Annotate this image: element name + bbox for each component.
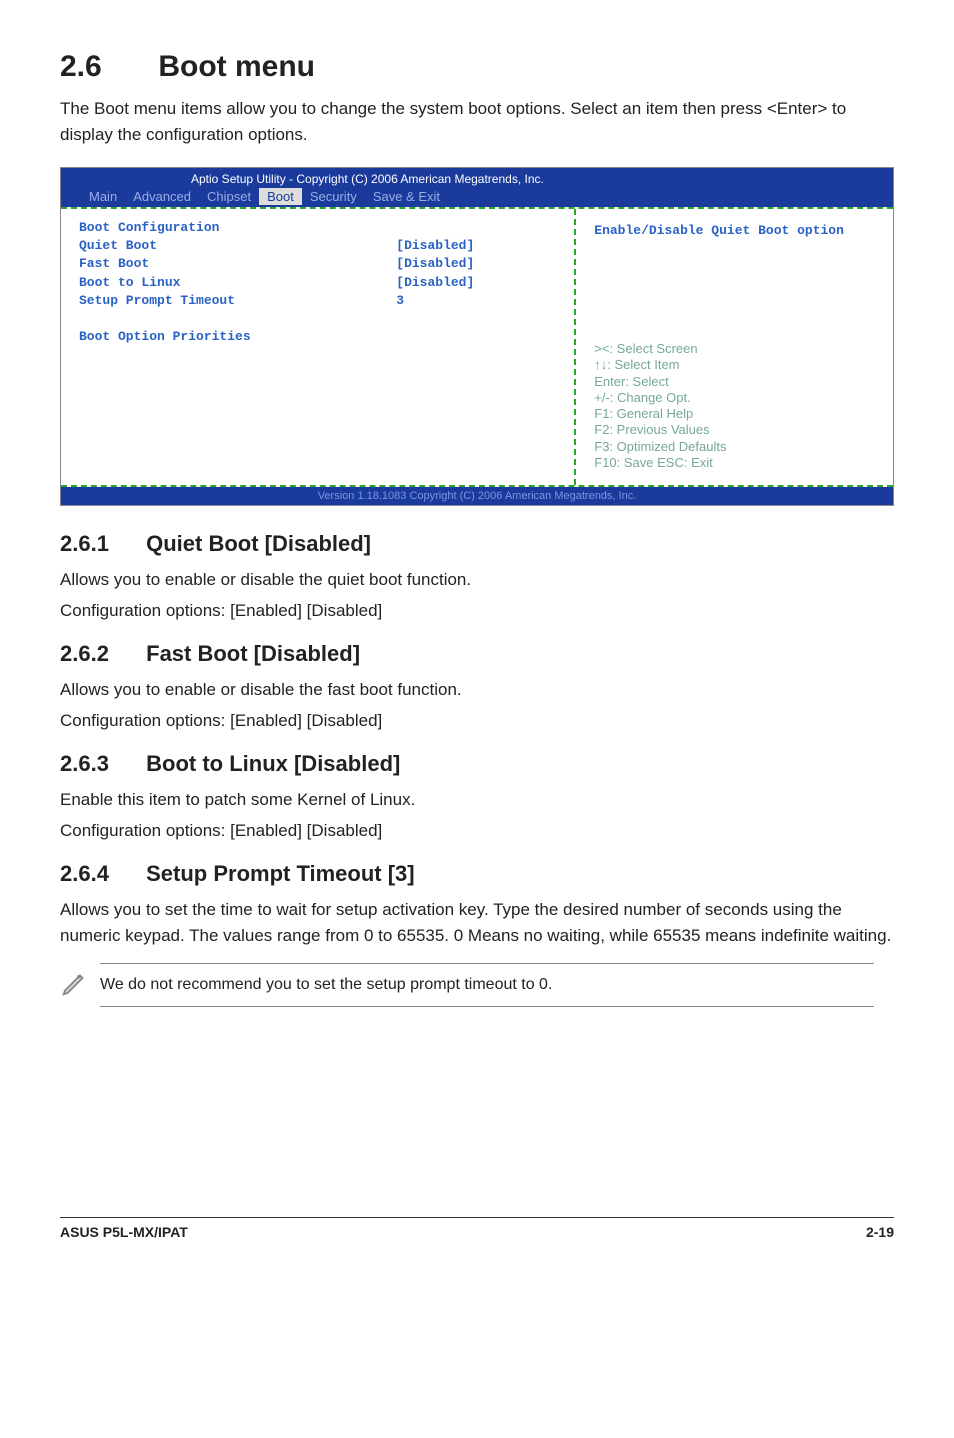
bios-footer: Version 1.18.1083 Copyright (C) 2006 Ame…	[61, 487, 893, 505]
bios-row-label: Fast Boot	[79, 255, 396, 273]
section-title: Quiet Boot [Disabled]	[146, 531, 371, 556]
bios-menu-main: Main	[81, 188, 125, 205]
bios-row: Setup Prompt Timeout 3	[79, 292, 556, 310]
bios-title-bar: Aptio Setup Utility - Copyright (C) 2006…	[61, 168, 893, 207]
bios-key: F1: General Help	[594, 406, 875, 422]
bios-key: ><: Select Screen	[594, 341, 875, 357]
bios-right-panel: Enable/Disable Quiet Boot option ><: Sel…	[576, 209, 893, 485]
page-footer: ASUS P5L-MX/IPAT 2-19	[60, 1217, 894, 1240]
section-num: 2.6.4	[60, 861, 140, 887]
section-num: 2.6.2	[60, 641, 140, 667]
section-heading: 2.6.4 Setup Prompt Timeout [3]	[60, 861, 894, 887]
bios-title: Aptio Setup Utility - Copyright (C) 2006…	[71, 172, 883, 188]
bios-key: F2: Previous Values	[594, 422, 875, 438]
bios-key: ↑↓: Select Item	[594, 357, 875, 373]
section-body: Configuration options: [Enabled] [Disabl…	[60, 598, 894, 624]
intro-text: The Boot menu items allow you to change …	[60, 96, 894, 147]
bios-menu-save: Save & Exit	[365, 188, 448, 205]
bios-key: F10: Save ESC: Exit	[594, 455, 875, 471]
section-title: Boot to Linux [Disabled]	[146, 751, 400, 776]
bios-menu-bar: Main Advanced Chipset Boot Security Save…	[71, 188, 883, 207]
bios-key: Enter: Select	[594, 374, 875, 390]
bios-row: Quiet Boot [Disabled]	[79, 237, 556, 255]
note-block: We do not recommend you to set the setup…	[60, 963, 894, 1007]
bios-config-header: Boot Configuration	[79, 219, 556, 237]
section-heading: 2.6.2 Fast Boot [Disabled]	[60, 641, 894, 667]
bios-row-value: [Disabled]	[396, 255, 556, 273]
pencil-icon	[60, 968, 100, 1003]
bios-help-text: Enable/Disable Quiet Boot option	[594, 223, 875, 240]
section-body: Allows you to enable or disable the quie…	[60, 567, 894, 593]
bios-key: F3: Optimized Defaults	[594, 439, 875, 455]
bios-key: +/-: Change Opt.	[594, 390, 875, 406]
bios-body: Boot Configuration Quiet Boot [Disabled]…	[61, 207, 893, 487]
bios-row-label: Boot to Linux	[79, 274, 396, 292]
section-body: Enable this item to patch some Kernel of…	[60, 787, 894, 813]
heading-title: Boot menu	[158, 50, 315, 83]
bios-screenshot: Aptio Setup Utility - Copyright (C) 2006…	[60, 167, 894, 506]
section-title: Setup Prompt Timeout [3]	[146, 861, 415, 886]
bios-row: Boot to Linux [Disabled]	[79, 274, 556, 292]
bios-row-value: [Disabled]	[396, 237, 556, 255]
bios-key-legend: ><: Select Screen ↑↓: Select Item Enter:…	[594, 341, 875, 471]
section-num: 2.6.3	[60, 751, 140, 777]
footer-right: 2-19	[866, 1224, 894, 1240]
bios-row-label: Setup Prompt Timeout	[79, 292, 396, 310]
section-num: 2.6.1	[60, 531, 140, 557]
section-heading: 2.6.1 Quiet Boot [Disabled]	[60, 531, 894, 557]
section-body: Allows you to set the time to wait for s…	[60, 897, 894, 948]
section-heading: 2.6.3 Boot to Linux [Disabled]	[60, 751, 894, 777]
bios-row-value: 3	[396, 292, 556, 310]
bios-menu-security: Security	[302, 188, 365, 205]
bios-menu-advanced: Advanced	[125, 188, 199, 205]
bios-menu-chipset: Chipset	[199, 188, 259, 205]
note-text: We do not recommend you to set the setup…	[100, 963, 874, 1007]
bios-menu-boot: Boot	[259, 188, 302, 205]
bios-row-value: [Disabled]	[396, 274, 556, 292]
section-title: Fast Boot [Disabled]	[146, 641, 360, 666]
section-body: Allows you to enable or disable the fast…	[60, 677, 894, 703]
heading-number: 2.6	[60, 50, 150, 84]
section-body: Configuration options: [Enabled] [Disabl…	[60, 708, 894, 734]
bios-priorities: Boot Option Priorities	[79, 328, 556, 346]
footer-left: ASUS P5L-MX/IPAT	[60, 1224, 188, 1240]
main-heading: 2.6 Boot menu	[60, 50, 894, 84]
bios-row: Fast Boot [Disabled]	[79, 255, 556, 273]
bios-left-panel: Boot Configuration Quiet Boot [Disabled]…	[61, 209, 576, 485]
bios-row-label: Quiet Boot	[79, 237, 396, 255]
section-body: Configuration options: [Enabled] [Disabl…	[60, 818, 894, 844]
